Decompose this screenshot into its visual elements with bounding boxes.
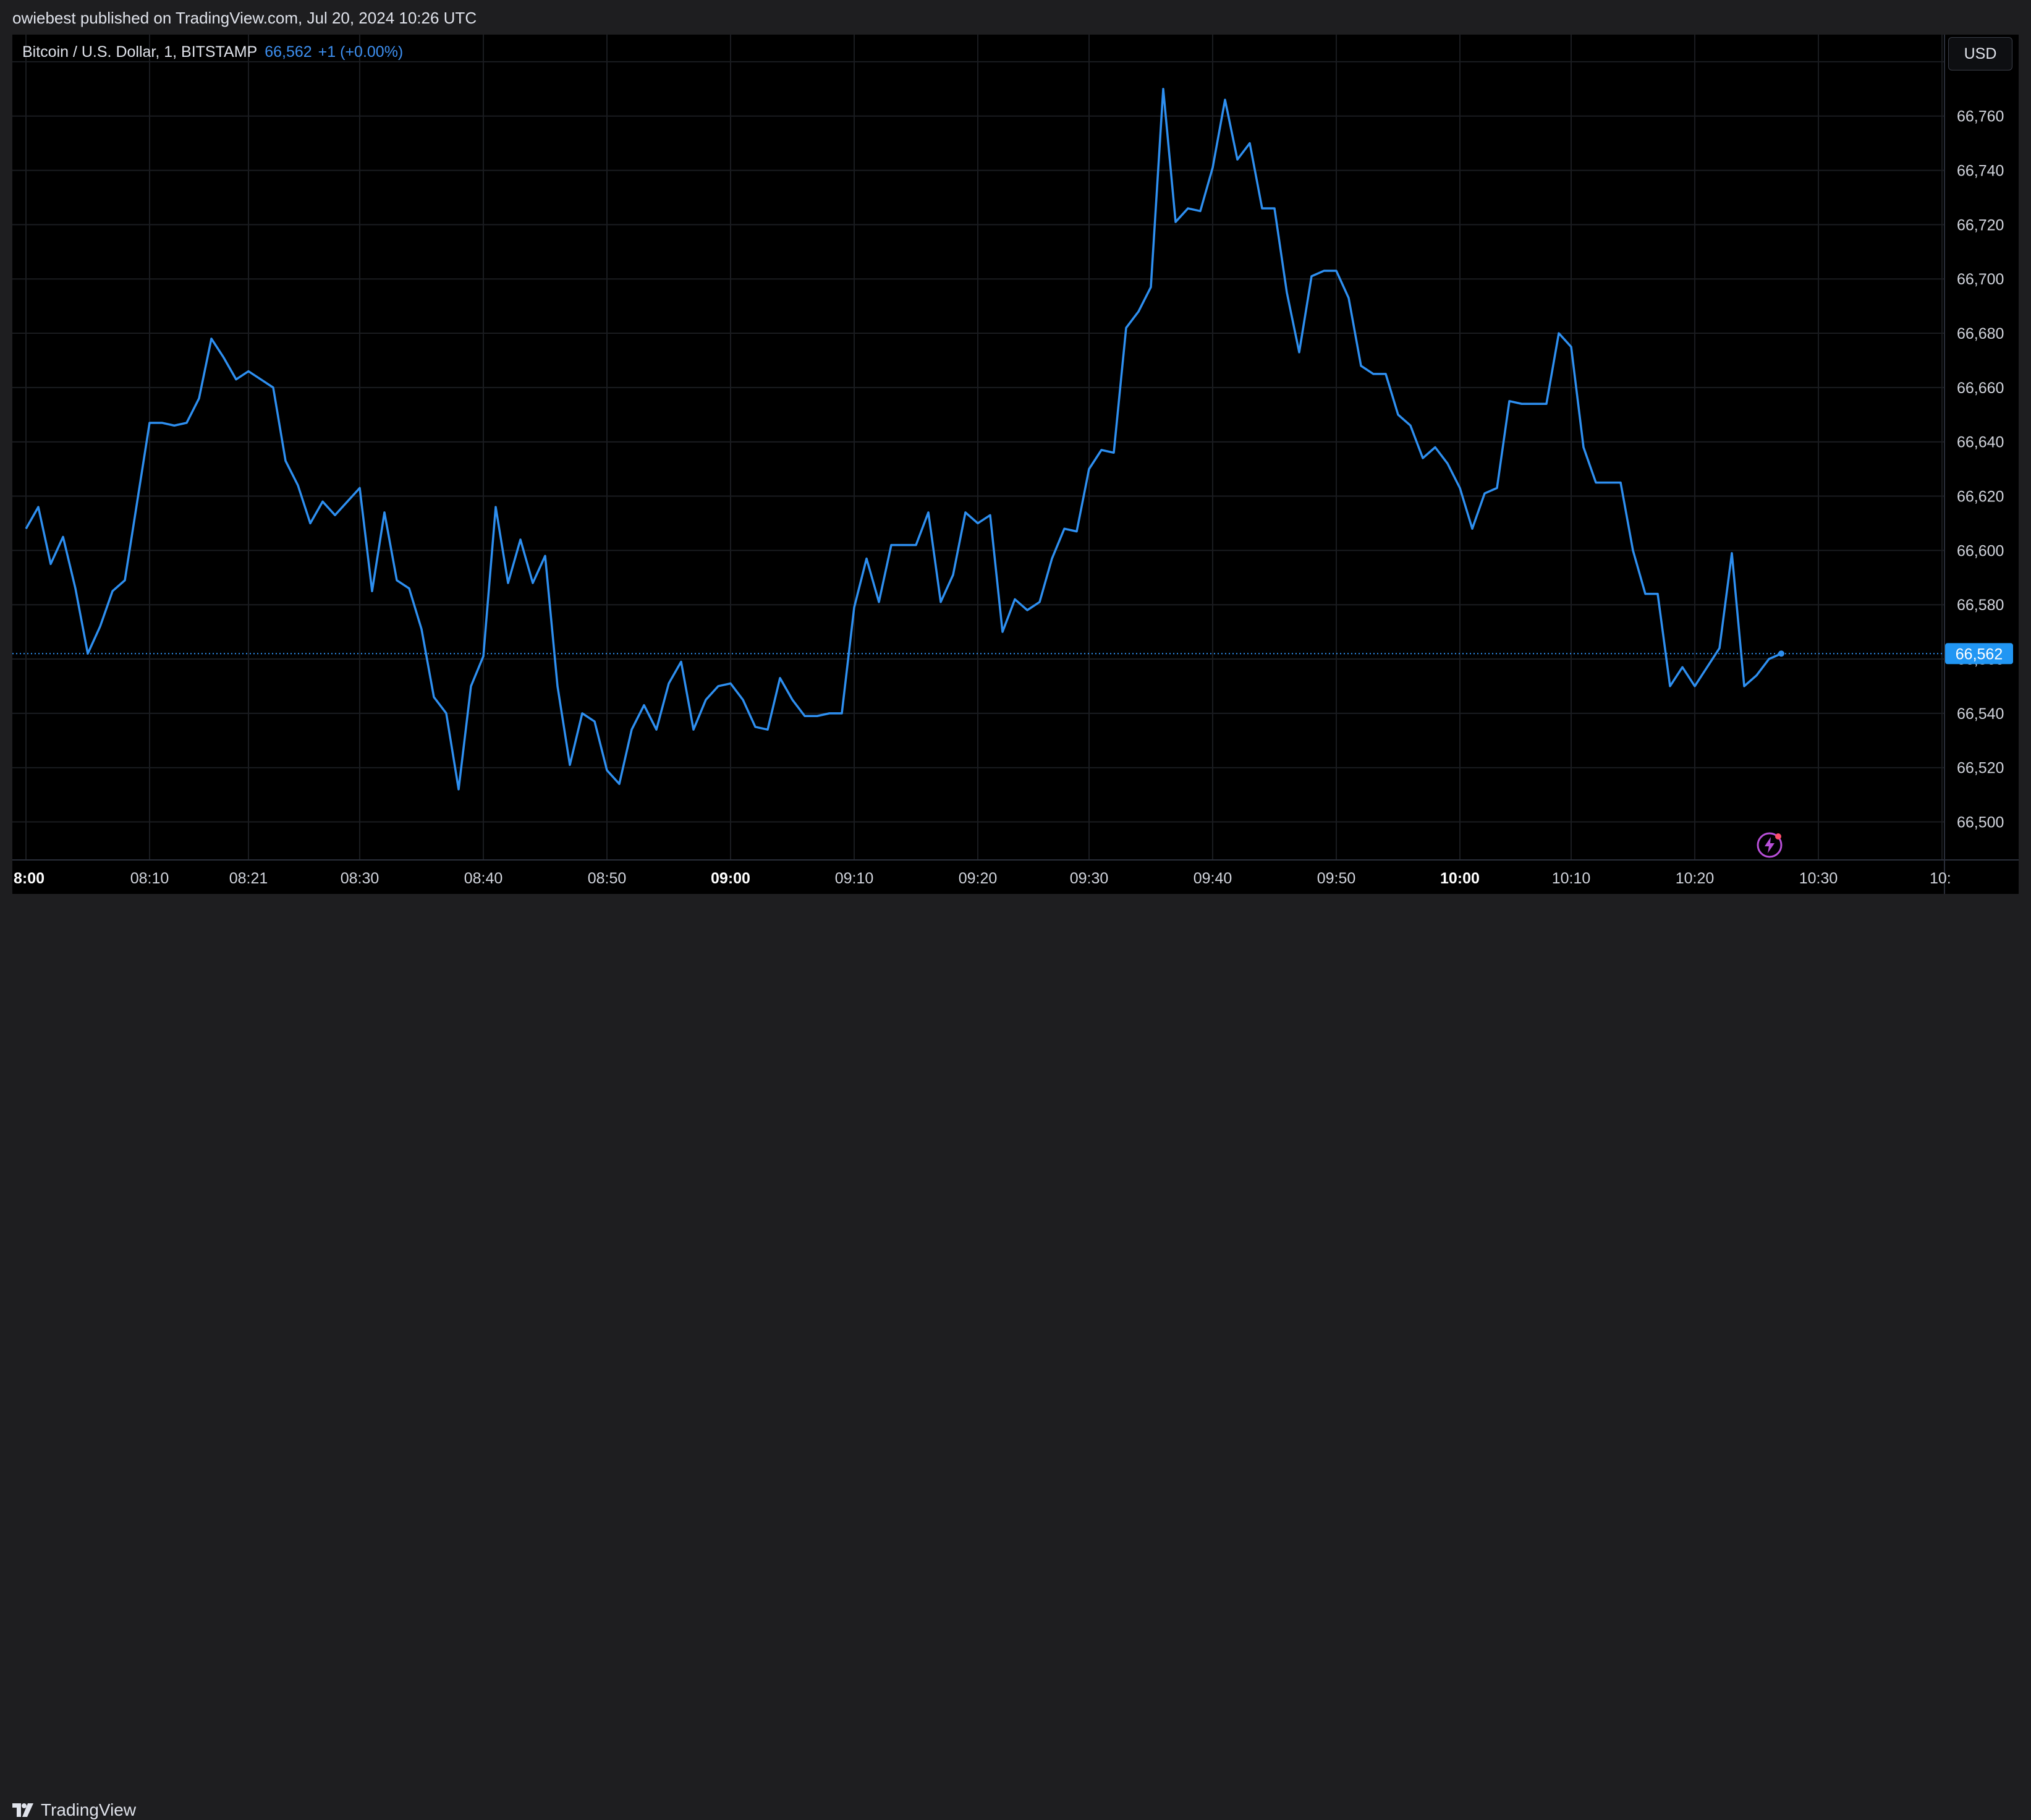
legend-last-value: 66,562 xyxy=(265,43,312,61)
symbol-title: Bitcoin / U.S. Dollar, 1, BITSTAMP xyxy=(22,43,258,61)
time-axis[interactable]: 8:00 08:10 08:21 08:30 08:40 08:50 09:00 09:10 0… xyxy=(14,870,1951,887)
y-tick-label: 66,740 xyxy=(1957,163,2004,180)
symbol-legend[interactable]: Bitcoin / U.S. Dollar, 1, BITSTAMP 66,562… xyxy=(22,43,403,61)
price-chart[interactable]: 66,50066,52066,54066,56066,58066,60066,6… xyxy=(0,0,2031,894)
x-tick-label: 09:50 xyxy=(1317,870,1356,887)
y-tick-label: 66,640 xyxy=(1957,434,2004,451)
chart-area[interactable] xyxy=(12,35,2019,894)
y-tick-label: 66,620 xyxy=(1957,488,2004,506)
x-tick-label: 08:10 xyxy=(130,870,169,887)
x-tick-label: 08:21 xyxy=(229,870,268,887)
y-tick-label: 66,540 xyxy=(1957,705,2004,723)
top-bar: owiebest published on TradingView.com, J… xyxy=(0,0,2031,35)
y-tick-label: 66,680 xyxy=(1957,325,2004,342)
x-tick-label: 10: xyxy=(1930,870,1951,887)
x-tick-label: 8:00 xyxy=(14,870,45,887)
last-price-label: 66,562 xyxy=(1945,643,2013,665)
y-tick-label: 66,580 xyxy=(1957,597,2004,614)
x-tick-label: 08:50 xyxy=(588,870,627,887)
y-tick-label: 66,520 xyxy=(1957,760,2004,777)
price-axis[interactable]: 66,50066,52066,54066,56066,58066,60066,6… xyxy=(1957,54,2004,831)
last-price-label-bg xyxy=(1945,643,2013,665)
legend-change: +1 (+0.00%) xyxy=(318,43,404,61)
lightning-icon[interactable] xyxy=(1756,831,1783,859)
tradingview-brand: TradingView xyxy=(41,1800,137,1819)
y-tick-label: 66,600 xyxy=(1957,542,2004,559)
tradingview-logo-icon xyxy=(12,1803,33,1817)
x-tick-label: 09:40 xyxy=(1194,870,1232,887)
x-tick-label: 09:20 xyxy=(959,870,998,887)
footer-bar: TradingView xyxy=(0,894,2031,1819)
x-tick-label: 09:30 xyxy=(1070,870,1109,887)
y-tick-label: 66,700 xyxy=(1957,271,2004,288)
x-tick-label: 08:30 xyxy=(341,870,379,887)
grid-lines xyxy=(12,35,1944,860)
y-tick-label: 66,660 xyxy=(1957,380,2004,397)
x-tick-label: 10:20 xyxy=(1676,870,1715,887)
x-tick-label: 10:00 xyxy=(1440,870,1480,887)
published-info: owiebest published on TradingView.com, J… xyxy=(12,9,477,27)
x-tick-label: 09:10 xyxy=(835,870,874,887)
series-points xyxy=(25,88,1783,791)
currency-button[interactable]: USD xyxy=(1948,37,2012,70)
y-tick-label: 66,720 xyxy=(1957,216,2004,234)
y-tick-label: 66,500 xyxy=(1957,814,2004,831)
last-price-label-text: 66,562 xyxy=(1956,645,2003,663)
tradingview-logo[interactable]: TradingView xyxy=(12,1800,136,1820)
last-price-dot xyxy=(1778,650,1784,657)
y-tick-label: 66,760 xyxy=(1957,108,2004,125)
x-tick-label: 10:30 xyxy=(1799,870,1838,887)
x-tick-label: 10:10 xyxy=(1552,870,1591,887)
x-tick-label: 09:00 xyxy=(711,870,750,887)
x-tick-label: 08:40 xyxy=(464,870,503,887)
series-line xyxy=(25,88,1782,791)
